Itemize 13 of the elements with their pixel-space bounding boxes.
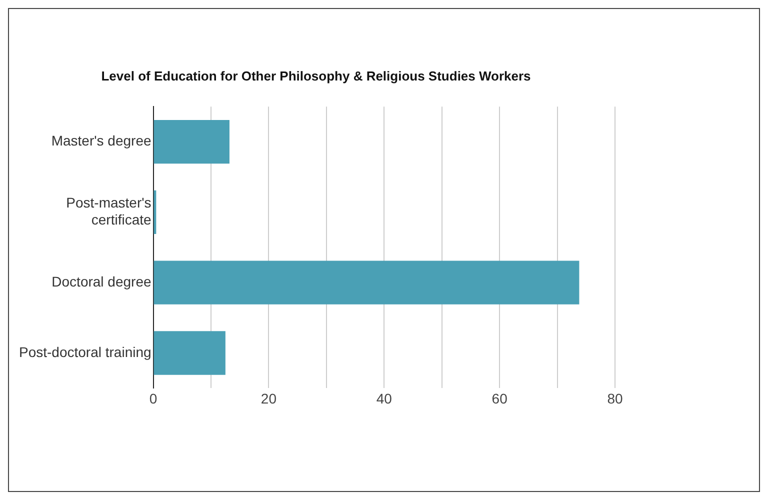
x-tick-label: 80	[607, 390, 623, 406]
y-tick-label: Post-master's certificate	[66, 194, 152, 228]
x-tick-label: 0	[149, 390, 158, 406]
y-tick-label: Post-doctoral training	[18, 344, 152, 360]
bar	[154, 120, 230, 164]
y-tick-label: Master's degree	[51, 132, 152, 149]
bar	[154, 260, 580, 304]
bar	[154, 331, 226, 375]
x-tick-label: 20	[260, 390, 277, 406]
chart-title: Level of Education for Other Philosophy & Religious Studies Workers	[101, 68, 531, 84]
x-tick-label: 60	[492, 390, 508, 406]
y-tick-label: Doctoral degree	[52, 273, 152, 290]
x-tick-label: 40	[376, 390, 392, 406]
